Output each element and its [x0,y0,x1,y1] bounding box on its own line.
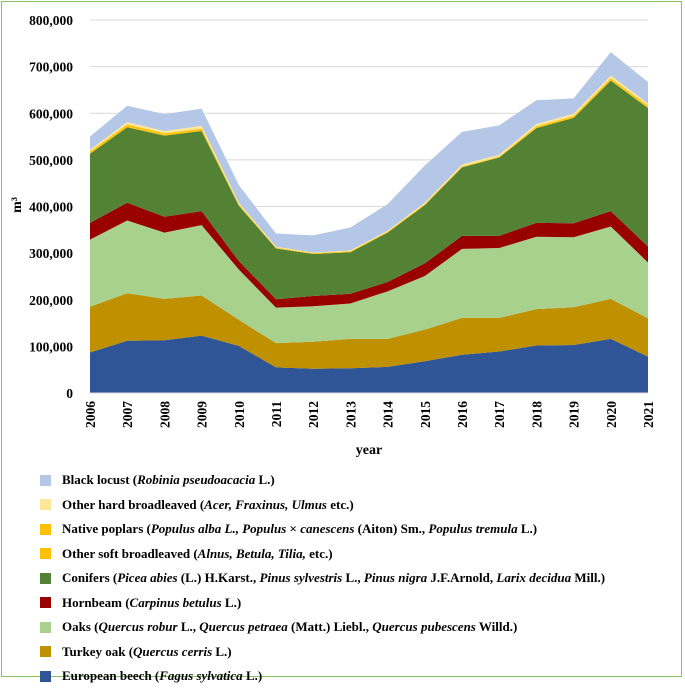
legend-swatch [40,670,51,682]
y-tick-label: 500,000 [29,153,73,168]
x-axis-label: year [356,443,382,458]
x-tick-label: 2016 [455,401,470,428]
x-tick-label: 2010 [232,401,247,428]
legend-swatch [40,621,51,633]
figure-frame [1,1,682,677]
x-tick-label: 2014 [381,401,396,428]
area-turkey-oak [90,293,648,369]
area-conifers [90,80,648,300]
legend-item: Hornbeam (Carpinus betulus L.) [40,591,680,616]
x-tick-label: 2021 [641,401,656,428]
legend-item: Oaks (Quercus robur L., Quercus petraea … [40,615,680,640]
legend-label: Black locust (Robinia pseudoacacia L.) [62,472,275,488]
x-tick-label: 2018 [529,401,544,428]
x-tick-label: 2020 [604,401,619,428]
legend-item: Turkey oak (Quercus cerris L.) [40,640,680,665]
legend-item: Native poplars (Populus alba L., Populus… [40,517,680,542]
x-tick-label: 2008 [157,401,172,428]
y-axis-ticks: 0 100,000 200,000 300,000 400,000 500,000 600,… [29,13,73,401]
y-tick-label: 200,000 [29,293,73,308]
area-series-group [90,52,648,394]
legend-label: Turkey oak (Quercus cerris L.) [62,643,232,659]
y-tick-label: 300,000 [29,246,73,261]
legend-label: Other hard broadleaved (Acer, Fraxinus, … [62,496,354,512]
area-hornbeam [90,202,648,308]
x-tick-label: 2019 [567,401,582,428]
x-tick-label: 2013 [343,401,358,428]
stacked-area-chart: 0 100,000 200,000 300,000 400,000 500,000 600,… [10,13,656,458]
legend-swatch [40,548,51,560]
legend-label: Native poplars (Populus alba L., Populus… [62,521,538,537]
x-tick-label: 2009 [195,401,210,428]
legend-label: Conifers (Picea abies (L.) H.Karst., Pin… [62,570,606,586]
legend-swatch [40,646,51,658]
legend-swatch [40,474,51,486]
legend-label: European beech (Fagus sylvatica L.) [62,668,263,684]
y-tick-label: 400,000 [29,200,73,215]
legend-swatch [40,597,51,609]
legend-item: European beech (Fagus sylvatica L.) [40,664,680,689]
y-tick-label: 600,000 [29,106,73,121]
area-oaks [90,220,648,344]
x-tick-label: 2006 [83,401,98,428]
legend-item: Other hard broadleaved (Acer, Fraxinus, … [40,493,680,518]
legend-swatch [40,499,51,511]
legend-label: Other soft broadleaved (Alnus, Betula, T… [62,545,333,561]
x-tick-label: 2007 [120,401,135,428]
legend-item: Other soft broadleaved (Alnus, Betula, T… [40,542,680,567]
x-axis-ticks: 2006 2007 2008 2009 2010 2011 2012 2013 2014 2015… [83,401,656,428]
x-tick-label: 2011 [269,401,284,428]
legend-item: Conifers (Picea abies (L.) H.Karst., Pin… [40,566,680,591]
legend-label: Hornbeam (Carpinus betulus L.) [62,594,242,610]
legend-label: Oaks (Quercus robur L., Quercus petraea … [62,619,518,635]
y-tick-label: 0 [66,386,73,401]
legend: Black locust (Robinia pseudoacacia L.) Ot… [40,468,680,689]
y-tick-label: 700,000 [29,60,73,75]
area-european-beech [90,335,648,393]
x-tick-label: 2012 [306,401,321,428]
x-tick-label: 2015 [418,401,433,428]
legend-swatch [40,572,51,584]
x-tick-label: 2017 [492,401,507,428]
legend-item: Black locust (Robinia pseudoacacia L.) [40,468,680,493]
y-tick-label: 100,000 [29,339,73,354]
y-axis-label: m³ [10,197,25,213]
y-tick-label: 800,000 [29,13,73,28]
legend-swatch [40,523,51,535]
